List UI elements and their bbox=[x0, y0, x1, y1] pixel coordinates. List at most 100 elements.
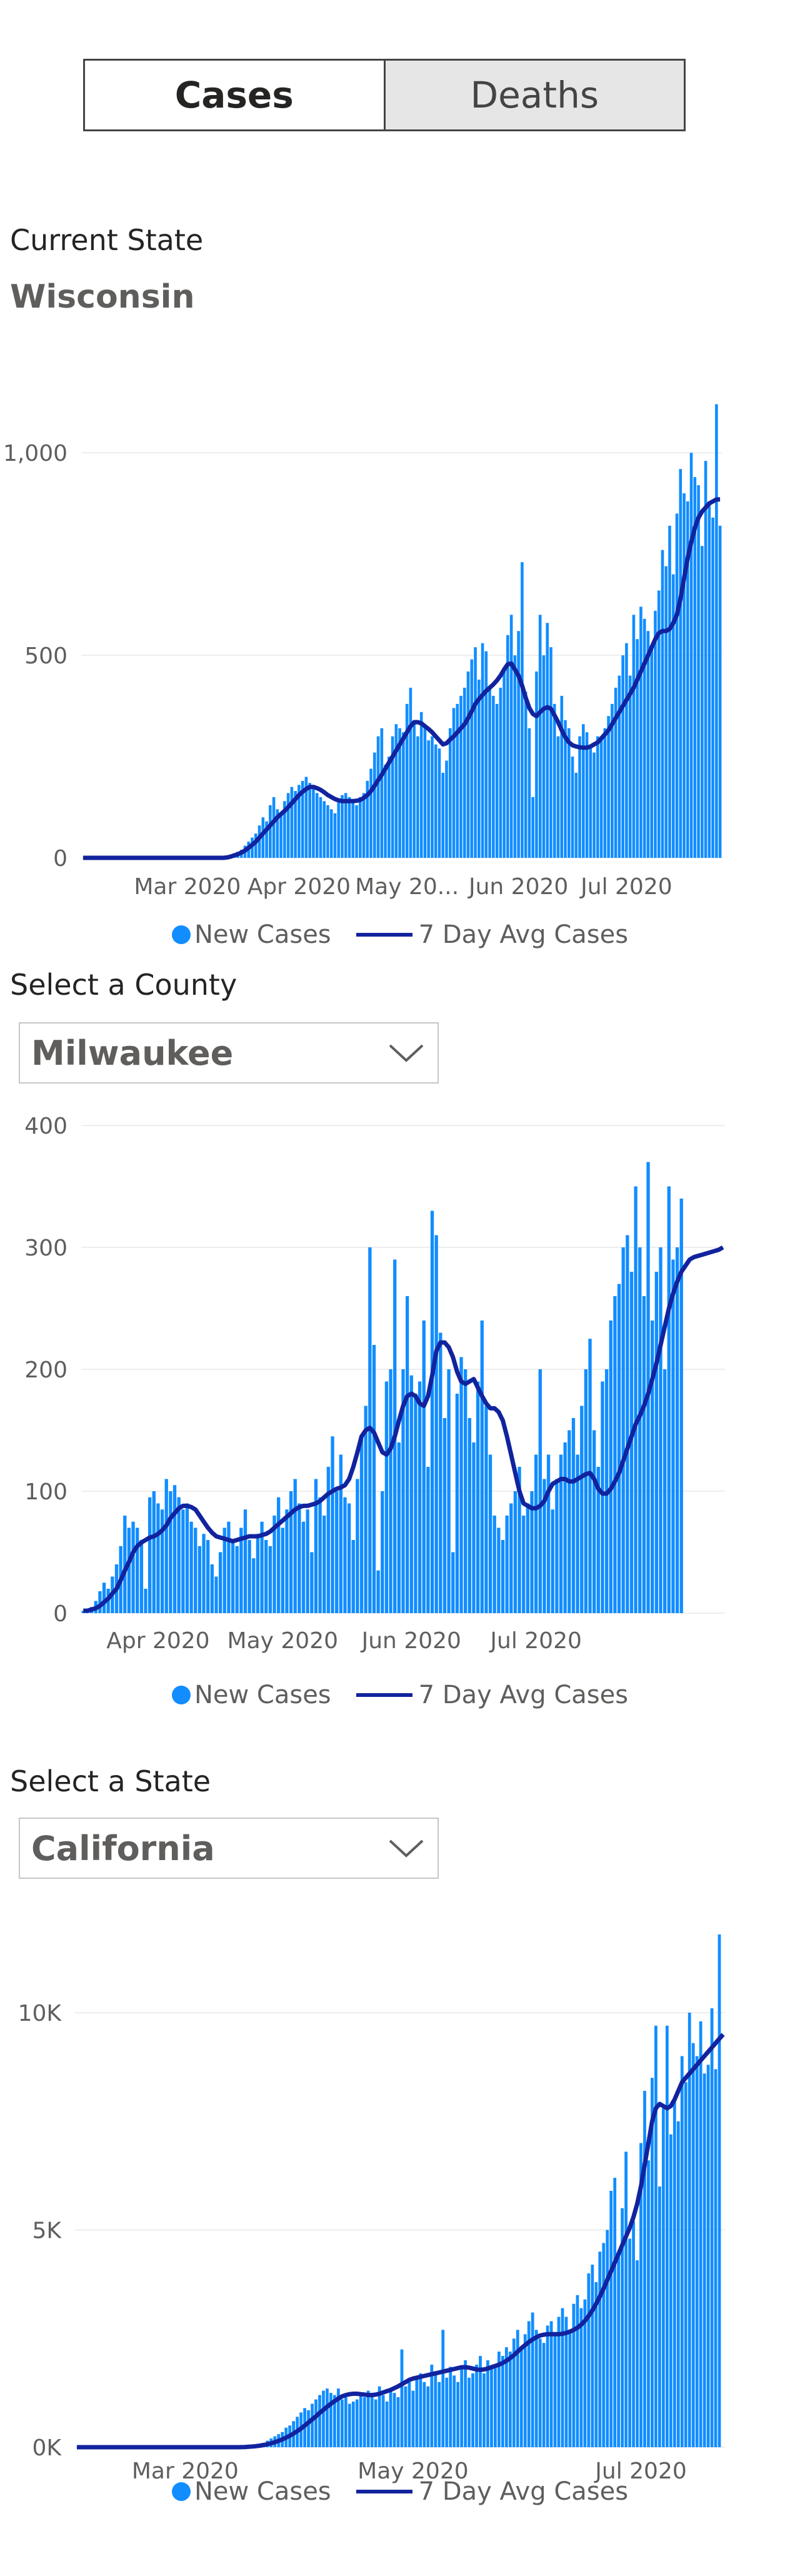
new-cases-bar[interactable] bbox=[276, 809, 279, 858]
new-cases-bar[interactable] bbox=[621, 655, 624, 858]
new-cases-bar[interactable] bbox=[447, 1369, 451, 1613]
new-cases-bar[interactable] bbox=[587, 2273, 591, 2447]
new-cases-bar[interactable] bbox=[144, 1589, 148, 1613]
new-cases-bar[interactable] bbox=[222, 1527, 226, 1614]
new-cases-bar[interactable] bbox=[329, 809, 333, 858]
new-cases-bar[interactable] bbox=[102, 1582, 106, 1613]
new-cases-bar[interactable] bbox=[344, 793, 348, 858]
new-cases-bar[interactable] bbox=[642, 618, 646, 858]
new-cases-bar[interactable] bbox=[524, 692, 528, 858]
new-cases-bar[interactable] bbox=[654, 1272, 659, 1613]
new-cases-bar[interactable] bbox=[434, 744, 438, 858]
new-cases-bar[interactable] bbox=[468, 2377, 471, 2447]
new-cases-bar[interactable] bbox=[531, 797, 534, 858]
new-cases-bar[interactable] bbox=[394, 724, 398, 858]
new-cases-bar[interactable] bbox=[589, 748, 592, 858]
new-cases-bar[interactable] bbox=[519, 2347, 523, 2447]
new-cases-bar[interactable] bbox=[340, 2399, 344, 2447]
new-cases-bar[interactable] bbox=[625, 643, 628, 858]
new-cases-bar[interactable] bbox=[194, 1527, 198, 1614]
new-cases-bar[interactable] bbox=[675, 513, 679, 858]
new-cases-bar[interactable] bbox=[650, 647, 654, 858]
new-cases-bar[interactable] bbox=[664, 566, 668, 858]
new-cases-bar[interactable] bbox=[405, 1296, 409, 1613]
new-cases-bar[interactable] bbox=[699, 2021, 702, 2447]
new-cases-bar[interactable] bbox=[679, 1199, 683, 1613]
new-cases-bar[interactable] bbox=[603, 728, 607, 858]
new-cases-bar[interactable] bbox=[518, 1467, 521, 1613]
new-cases-bar[interactable] bbox=[474, 647, 477, 858]
new-cases-bar[interactable] bbox=[148, 1497, 152, 1613]
new-cases-bar[interactable] bbox=[680, 2056, 684, 2448]
new-cases-bar[interactable] bbox=[513, 1491, 518, 1613]
new-cases-bar[interactable] bbox=[551, 1509, 554, 1613]
new-cases-bar[interactable] bbox=[311, 2403, 314, 2448]
new-cases-bar[interactable] bbox=[504, 2347, 508, 2447]
new-cases-bar[interactable] bbox=[492, 1516, 496, 1613]
new-cases-bar[interactable] bbox=[445, 2377, 449, 2447]
new-cases-bar[interactable] bbox=[478, 679, 481, 858]
new-cases-bar[interactable] bbox=[538, 615, 542, 858]
new-cases-bar[interactable] bbox=[389, 2388, 392, 2447]
new-cases-bar[interactable] bbox=[285, 1509, 289, 1613]
new-cases-bar[interactable] bbox=[679, 469, 682, 858]
new-cases-bar[interactable] bbox=[301, 780, 304, 858]
new-cases-bar[interactable] bbox=[438, 2382, 441, 2447]
new-cases-bar[interactable] bbox=[449, 2367, 452, 2447]
new-cases-bar[interactable] bbox=[481, 643, 484, 858]
county-dropdown[interactable]: Milwaukee bbox=[19, 1022, 439, 1084]
new-cases-bar[interactable] bbox=[331, 1436, 334, 1613]
new-cases-bar[interactable] bbox=[359, 1436, 364, 1613]
new-cases-bar[interactable] bbox=[388, 757, 391, 858]
new-cases-bar[interactable] bbox=[470, 659, 474, 858]
new-cases-bar[interactable] bbox=[370, 2393, 374, 2447]
new-cases-bar[interactable] bbox=[572, 2303, 576, 2447]
new-cases-bar[interactable] bbox=[583, 2299, 587, 2447]
new-cases-bar[interactable] bbox=[665, 2025, 669, 2447]
new-cases-bar[interactable] bbox=[585, 732, 589, 858]
new-cases-bar[interactable] bbox=[347, 1503, 351, 1614]
new-cases-bar[interactable] bbox=[258, 825, 261, 858]
new-cases-bar[interactable] bbox=[689, 453, 693, 858]
new-cases-bar[interactable] bbox=[468, 1418, 471, 1613]
new-cases-bar[interactable] bbox=[339, 1454, 342, 1614]
new-cases-bar[interactable] bbox=[534, 1454, 538, 1614]
new-cases-bar[interactable] bbox=[337, 801, 341, 858]
new-cases-bar[interactable] bbox=[401, 1369, 405, 1613]
new-cases-bar[interactable] bbox=[452, 2375, 456, 2447]
new-cases-bar[interactable] bbox=[611, 703, 614, 858]
new-cases-bar[interactable] bbox=[276, 1497, 281, 1613]
new-cases-bar[interactable] bbox=[602, 2243, 606, 2447]
new-cases-bar[interactable] bbox=[384, 765, 387, 858]
new-cases-bar[interactable] bbox=[261, 817, 265, 858]
new-cases-bar[interactable] bbox=[506, 635, 509, 858]
new-cases-bar[interactable] bbox=[542, 655, 546, 858]
new-cases-bar[interactable] bbox=[488, 687, 491, 858]
new-cases-bar[interactable] bbox=[202, 1534, 206, 1613]
new-cases-bar[interactable] bbox=[307, 2410, 310, 2447]
new-cases-bar[interactable] bbox=[686, 501, 689, 858]
new-cases-bar[interactable] bbox=[160, 1509, 164, 1613]
new-cases-bar[interactable] bbox=[559, 1454, 563, 1614]
new-cases-bar[interactable] bbox=[517, 631, 520, 858]
new-cases-bar[interactable] bbox=[459, 1357, 463, 1614]
new-cases-bar[interactable] bbox=[333, 813, 337, 858]
new-cases-bar[interactable] bbox=[651, 2078, 654, 2447]
new-cases-bar[interactable] bbox=[434, 1235, 438, 1614]
avg-cases-line[interactable] bbox=[83, 1245, 724, 1613]
new-cases-bar[interactable] bbox=[414, 1394, 418, 1613]
new-cases-bar[interactable] bbox=[618, 675, 621, 858]
new-cases-bar[interactable] bbox=[214, 1576, 218, 1614]
new-cases-bar[interactable] bbox=[661, 550, 664, 858]
new-cases-bar[interactable] bbox=[492, 695, 495, 858]
new-cases-bar[interactable] bbox=[181, 1509, 185, 1613]
new-cases-bar[interactable] bbox=[715, 404, 718, 858]
new-cases-bar[interactable] bbox=[697, 485, 700, 858]
new-cases-bar[interactable] bbox=[319, 797, 322, 858]
new-cases-bar[interactable] bbox=[206, 1540, 210, 1613]
new-cases-bar[interactable] bbox=[405, 703, 409, 858]
new-cases-bar[interactable] bbox=[426, 1467, 430, 1613]
new-cases-bar[interactable] bbox=[708, 501, 711, 858]
new-cases-bar[interactable] bbox=[396, 2397, 400, 2447]
new-cases-bar[interactable] bbox=[526, 1503, 530, 1614]
